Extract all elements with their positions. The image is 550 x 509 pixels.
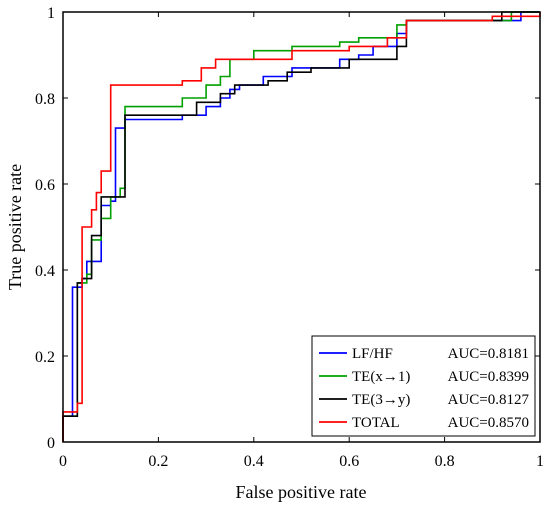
series-line-te-3y <box>62 11 540 442</box>
series-layer <box>62 11 541 442</box>
legend-entry-te-3y-name: TE(3→y) <box>352 392 410 408</box>
legend-entry-lf-hf-auc: AUC=0.8181 <box>448 346 529 362</box>
x-tick-label: 0 <box>59 453 67 470</box>
legend-entry-lf-hf-name: LF/HF <box>352 346 393 362</box>
legend-entry-te-x1-auc: AUC=0.8399 <box>448 369 529 385</box>
x-tick-label: 1 <box>536 453 544 470</box>
y-tick-label: 0.6 <box>35 177 55 194</box>
x-tick-label: 0.8 <box>435 453 455 470</box>
x-tick-label: 0.2 <box>148 453 168 470</box>
y-axis-label: True positive rate <box>5 164 25 290</box>
y-tick-label: 1 <box>47 5 55 22</box>
plot-frame <box>62 11 541 443</box>
legend-entry-total-auc: AUC=0.8570 <box>448 415 529 431</box>
legend-box <box>311 335 536 437</box>
legend-entry-te-x1-name: TE(x→1) <box>352 369 410 385</box>
series-line-total <box>62 12 541 442</box>
legend-entry-te-3y-auc: AUC=0.8127 <box>448 392 530 408</box>
y-tick-label: 0.4 <box>35 263 55 280</box>
x-axis-label: False positive rate <box>236 482 367 502</box>
x-tick-label: 0.4 <box>244 453 264 470</box>
x-tick-label: 0.6 <box>339 453 359 470</box>
legend-entry-total-name: TOTAL <box>352 415 400 431</box>
legend-entries: LF/HF AUC=0.8181 TE(x→1) AUC=0.8399 TE(3→y) A… <box>319 346 529 431</box>
y-tick-label: 0.2 <box>35 349 55 366</box>
legend: LF/HF AUC=0.8181 TE(x→1) AUC=0.8399 TE(3→y) A… <box>311 335 536 437</box>
y-tick-label: 0.8 <box>35 91 55 108</box>
y-tick-label: 0 <box>47 435 55 452</box>
